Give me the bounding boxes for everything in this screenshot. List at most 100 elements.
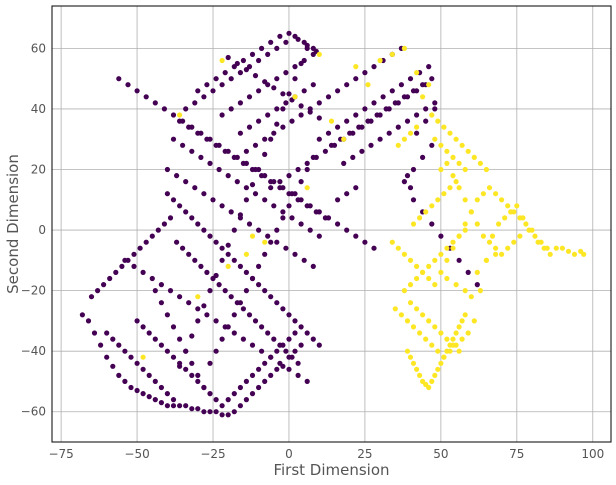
scatter-point-class-0 [353,76,359,82]
scatter-point-class-0 [316,342,322,348]
scatter-point-class-0 [268,239,274,245]
scatter-point-class-1 [581,251,587,257]
scatter-point-class-1 [389,51,395,58]
scatter-point-class-0 [256,366,262,372]
scatter-point-class-1 [520,215,526,221]
scatter-point-class-0 [286,336,292,342]
scatter-point-class-0 [274,121,280,127]
x-axis-label: First Dimension [273,461,389,479]
scatter-point-class-0 [164,391,170,397]
scatter-point-class-0 [265,112,271,118]
scatter-point-class-1 [410,360,417,366]
scatter-point-class-1 [462,288,468,294]
scatter-point-class-1 [392,306,398,312]
scatter-point-class-0 [274,45,280,52]
scatter-point-class-0 [155,227,161,233]
scatter-point-class-0 [465,269,471,275]
scatter-point-class-0 [201,191,207,197]
scatter-point-class-1 [435,348,441,354]
scatter-point-class-0 [134,318,140,324]
scatter-point-class-1 [407,130,414,136]
scatter-point-class-0 [386,130,392,136]
scatter-point-class-0 [177,294,183,300]
scatter-point-class-0 [140,269,146,275]
scatter-point-class-0 [207,136,213,142]
scatter-point-class-0 [219,257,225,263]
scatter-point-class-0 [216,282,222,288]
scatter-point-class-1 [486,185,493,191]
scatter-point-class-1 [417,215,423,221]
scatter-point-class-0 [280,106,286,112]
scatter-point-class-0 [262,288,268,294]
scatter-point-class-1 [414,70,420,76]
scatter-point-class-0 [298,112,304,118]
scatter-point-class-0 [295,36,301,42]
scatter-point-class-0 [228,106,234,112]
scatter-point-class-0 [353,185,359,191]
scatter-point-class-0 [174,173,180,179]
scatter-point-class-0 [195,372,201,378]
scatter-point-class-0 [222,288,228,294]
scatter-point-class-0 [207,409,213,415]
scatter-point-class-0 [289,191,295,197]
scatter-point-class-1 [304,185,310,191]
scatter-point-class-1 [429,342,435,348]
scatter-point-class-1 [438,330,444,336]
scatter-point-class-0 [116,372,122,378]
scatter-point-class-0 [286,312,292,318]
scatter-point-class-1 [477,160,483,166]
scatter-point-class-0 [335,124,341,130]
scatter-point-class-0 [283,39,289,45]
scatter-point-class-0 [146,372,152,378]
scatter-point-class-0 [152,397,158,403]
scatter-point-class-0 [225,251,231,257]
scatter-point-class-0 [177,203,183,209]
scatter-point-class-1 [438,166,444,173]
scatter-point-class-1 [450,239,456,245]
scatter-point-class-0 [201,227,207,233]
scatter-series [140,45,587,391]
scatter-point-class-0 [262,79,268,85]
scatter-point-class-0 [164,348,170,354]
scatter-point-class-0 [240,336,246,342]
x-tick-label: 50 [433,447,448,461]
scatter-point-class-0 [316,233,322,239]
scatter-point-class-1 [401,288,407,294]
scatter-point-class-1 [414,263,420,269]
x-tick-label: −25 [200,447,225,461]
scatter-point-class-0 [161,221,167,227]
scatter-point-class-1 [407,257,414,263]
scatter-point-class-1 [474,221,480,227]
scatter-point-class-0 [438,233,444,239]
scatter-point-class-0 [164,191,170,197]
scatter-point-class-0 [237,403,243,409]
scatter-point-class-0 [122,348,128,354]
scatter-point-class-1 [444,336,450,342]
scatter-point-class-1 [462,221,468,227]
scatter-point-class-0 [286,30,292,36]
scatter-point-class-0 [298,179,304,185]
scatter-point-class-1 [404,318,411,324]
x-tick-label: 75 [509,447,524,461]
scatter-point-class-0 [271,179,277,185]
scatter-point-class-0 [186,300,192,306]
scatter-point-class-0 [207,391,213,397]
scatter-point-class-0 [307,203,313,209]
scatter-point-class-0 [347,130,353,136]
scatter-point-class-0 [401,94,407,100]
scatter-point-class-0 [149,233,155,239]
scatter-point-class-0 [423,106,429,112]
scatter-point-class-1 [453,330,459,336]
scatter-point-class-0 [316,100,322,106]
scatter-point-class-0 [310,263,316,269]
scatter-point-class-1 [450,245,456,251]
scatter-point-class-0 [177,403,183,409]
scatter-point-class-0 [170,403,177,409]
scatter-point-class-0 [383,106,389,112]
scatter-point-class-1 [414,366,420,372]
scatter-point-class-0 [207,288,213,294]
scatter-point-class-0 [246,221,253,227]
scatter-point-class-1 [453,136,459,142]
scatter-point-class-1 [429,203,435,209]
scatter-point-class-0 [170,136,177,142]
